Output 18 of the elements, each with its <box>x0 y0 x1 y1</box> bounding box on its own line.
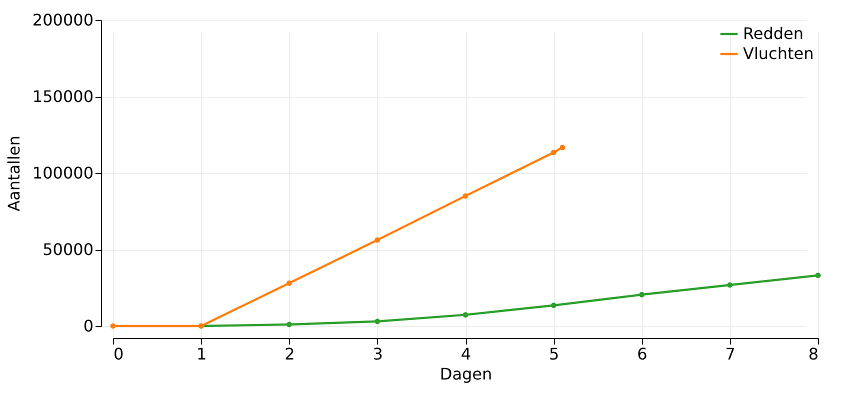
x-tick-label: 2 <box>284 344 295 364</box>
legend-label: Vluchten <box>743 44 814 63</box>
x-tick-label: 1 <box>196 344 207 364</box>
legend-label: Redden <box>743 24 804 43</box>
x-tick-label: 0 <box>114 344 124 364</box>
x-axis-title: Dagen <box>440 364 492 384</box>
y-tick-label: 150000 <box>32 87 94 106</box>
y-tick-label: 200000 <box>32 10 94 30</box>
x-tick-label: 8 <box>808 344 818 364</box>
x-tick-label: 6 <box>637 344 648 364</box>
x-tick-label: 7 <box>725 344 736 364</box>
x-tick-label: 5 <box>549 344 560 364</box>
y-tick-label: 0 <box>83 316 94 336</box>
y-axis-title: Aantallen <box>4 136 24 212</box>
y-tick-label: 50000 <box>42 240 94 259</box>
x-tick-label: 3 <box>372 344 383 364</box>
x-tick-label: 4 <box>460 344 472 364</box>
y-tick-label: 100000 <box>32 164 94 182</box>
